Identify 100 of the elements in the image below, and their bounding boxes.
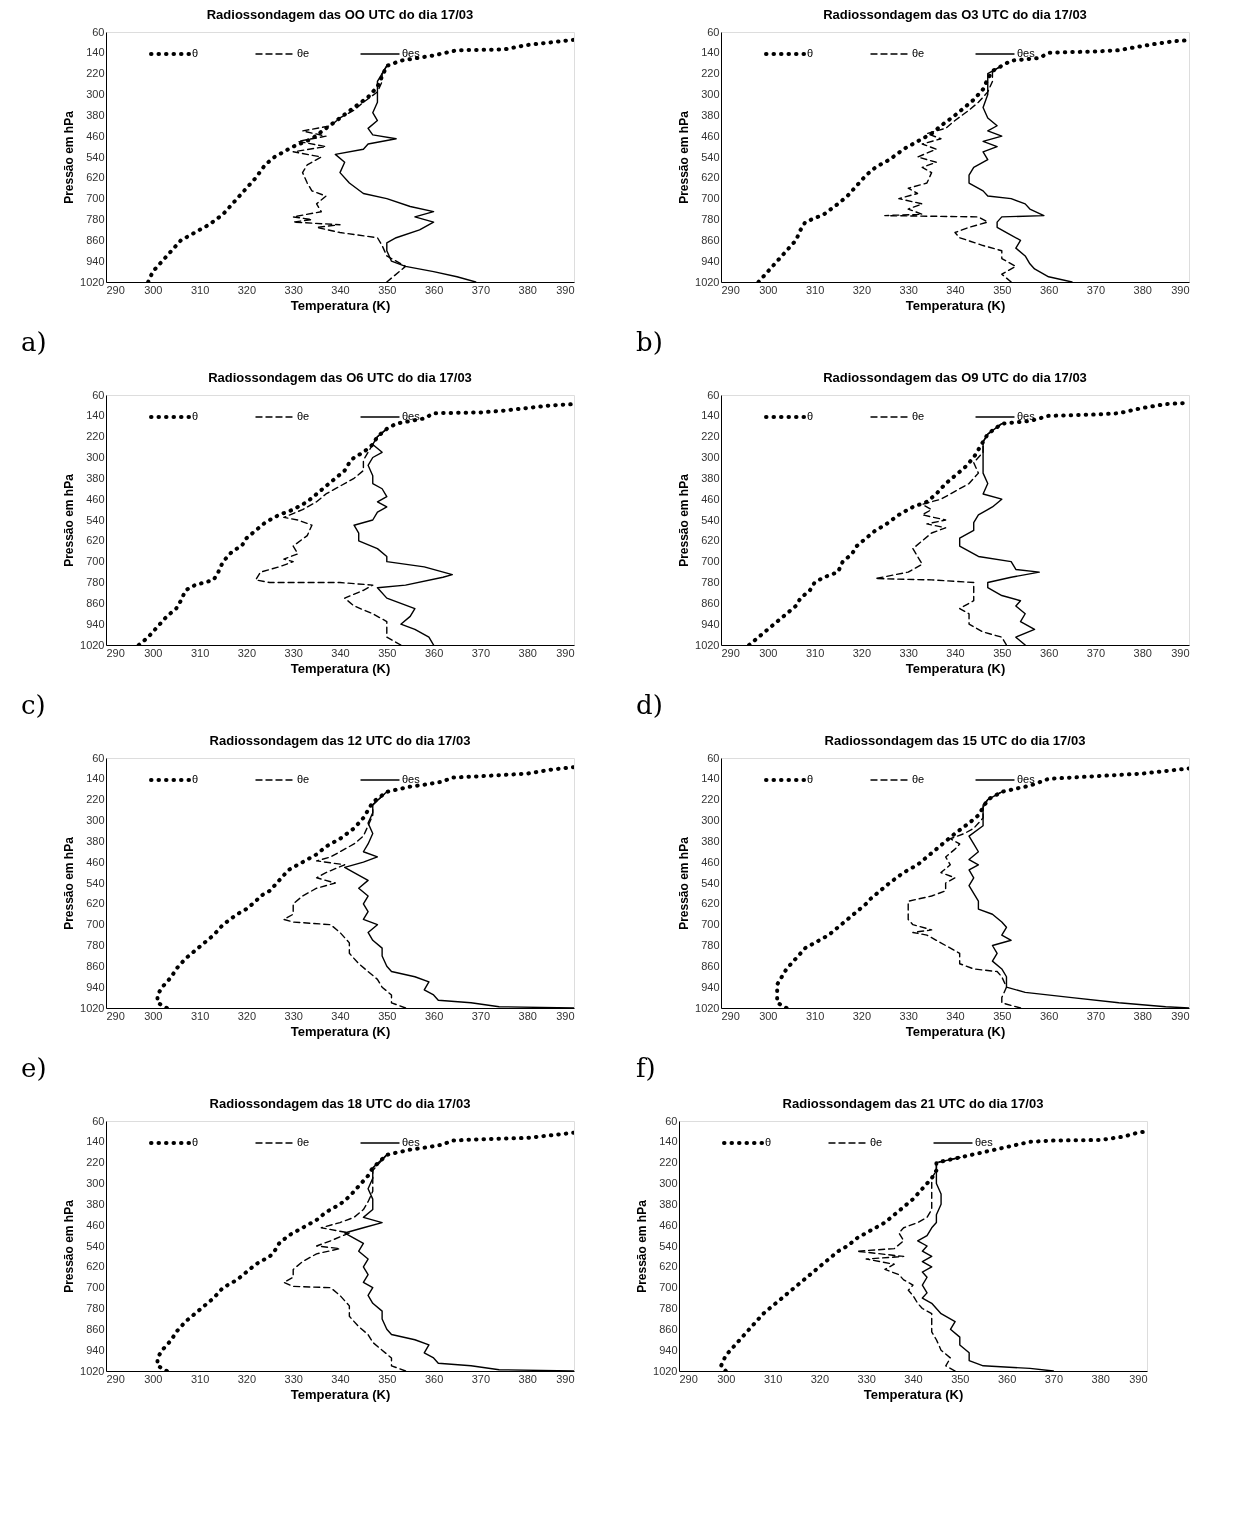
legend-label: θe [297,47,310,59]
y-tick-label: 60 [92,751,105,764]
y-tick-label: 140 [86,772,105,785]
x-axis-title: Temperatura (K) [290,1023,391,1039]
x-tick-label: 290 [721,646,740,659]
y-axis-title: Pressão em hPa [62,1199,77,1293]
legend-label: θ [807,410,814,422]
y-tick-label: 460 [86,1218,105,1231]
legend-label: θe [297,773,310,785]
y-tick-label: 300 [86,451,105,463]
x-axis-title: Temperatura (K) [905,297,1006,313]
x-tick-label: 390 [1129,1372,1148,1385]
x-axis-title: Temperatura (K) [290,297,391,313]
y-tick-label: 620 [86,897,105,910]
y-tick-label: 540 [659,1239,678,1252]
x-tick-label: 350 [378,1009,397,1022]
x-tick-label: 290 [106,283,125,296]
y-tick-label: 1020 [695,638,720,651]
y-tick-label: 460 [701,129,720,142]
y-tick-label: 60 [707,388,720,401]
x-tick-label: 330 [857,1372,876,1385]
x-tick-label: 330 [899,1009,918,1022]
legend-label: θe [912,410,925,422]
y-tick-label: 60 [707,25,720,38]
legend-label: θ [192,410,199,422]
y-axis-title: Pressão em hPa [62,473,77,567]
x-tick-label: 360 [424,1009,444,1022]
y-tick-label: 60 [92,1114,105,1127]
y-tick-label: 220 [701,67,720,80]
y-tick-label: 380 [701,471,720,484]
x-tick-label: 370 [471,1009,491,1022]
y-tick-label: 620 [701,171,720,184]
y-tick-label: 940 [701,617,720,630]
x-tick-label: 300 [144,1009,163,1022]
legend-label: θes [402,410,421,422]
y-tick-label: 140 [701,772,720,785]
y-tick-label: 380 [701,108,720,121]
x-tick-label: 390 [1171,283,1190,296]
y-tick-label: 700 [86,1281,105,1294]
y-tick-label: 540 [86,876,105,889]
y-tick-label: 220 [86,430,105,443]
y-tick-label: 300 [86,88,105,100]
x-tick-label: 390 [556,1372,575,1385]
y-tick-label: 380 [86,1197,105,1210]
chart-title: Radiossondagem das 21 UTC do dia 17/03 [782,1096,1044,1111]
y-tick-label: 300 [701,88,720,100]
y-tick-label: 940 [659,1343,678,1356]
y-tick-label: 140 [86,409,105,422]
x-tick-label: 350 [378,283,397,296]
x-tick-label: 340 [946,283,965,296]
y-tick-label: 380 [86,471,105,484]
chart-title: Radiossondagem das 12 UTC do dia 17/03 [209,733,471,748]
x-tick-label: 380 [1133,646,1152,659]
y-tick-label: 300 [86,1177,105,1189]
x-tick-label: 350 [378,646,397,659]
y-tick-label: 1020 [695,1001,720,1014]
y-tick-label: 540 [86,513,105,526]
x-tick-label: 300 [759,1009,778,1022]
y-tick-label: 700 [701,192,720,205]
y-tick-label: 860 [701,596,720,609]
x-tick-label: 310 [805,1009,825,1022]
y-tick-label: 460 [701,855,720,868]
y-tick-label: 300 [701,451,720,463]
x-tick-label: 360 [424,646,444,659]
x-tick-label: 300 [144,1372,163,1385]
legend-label: θes [402,773,421,785]
x-tick-label: 340 [946,1009,965,1022]
x-tick-label: 390 [556,646,575,659]
y-tick-label: 940 [86,1343,105,1356]
y-tick-label: 220 [701,793,720,806]
y-tick-label: 1020 [80,638,105,651]
x-axis-title: Temperatura (K) [290,660,391,676]
y-tick-label: 780 [701,576,720,588]
chart-title: Radiossondagem das OO UTC do dia 17/03 [206,7,474,22]
y-tick-label: 620 [701,534,720,547]
x-tick-label: 380 [518,1372,537,1385]
x-tick-label: 310 [190,283,210,296]
y-axis-title: Pressão em hPa [62,110,77,204]
y-tick-label: 220 [701,430,720,443]
x-tick-label: 290 [679,1372,698,1385]
text: f) [636,1053,656,1083]
legend-label: θ [192,773,199,785]
y-tick-label: 540 [701,876,720,889]
y-tick-label: 780 [701,939,720,951]
x-tick-label: 340 [331,283,350,296]
y-tick-label: 860 [86,596,105,609]
x-tick-label: 320 [237,1009,257,1022]
legend-label: θ [807,47,814,59]
x-tick-label: 290 [721,1009,740,1022]
legend-label: θes [1017,47,1036,59]
text: d) [636,690,663,720]
y-tick-label: 1020 [80,1001,105,1014]
x-tick-label: 380 [518,646,537,659]
y-tick-label: 460 [701,492,720,505]
legend-label: θe [297,1136,310,1148]
x-tick-label: 290 [106,646,125,659]
x-tick-label: 350 [993,1009,1012,1022]
x-tick-label: 350 [993,283,1012,296]
text: c) [21,690,46,720]
y-tick-label: 540 [86,1239,105,1252]
